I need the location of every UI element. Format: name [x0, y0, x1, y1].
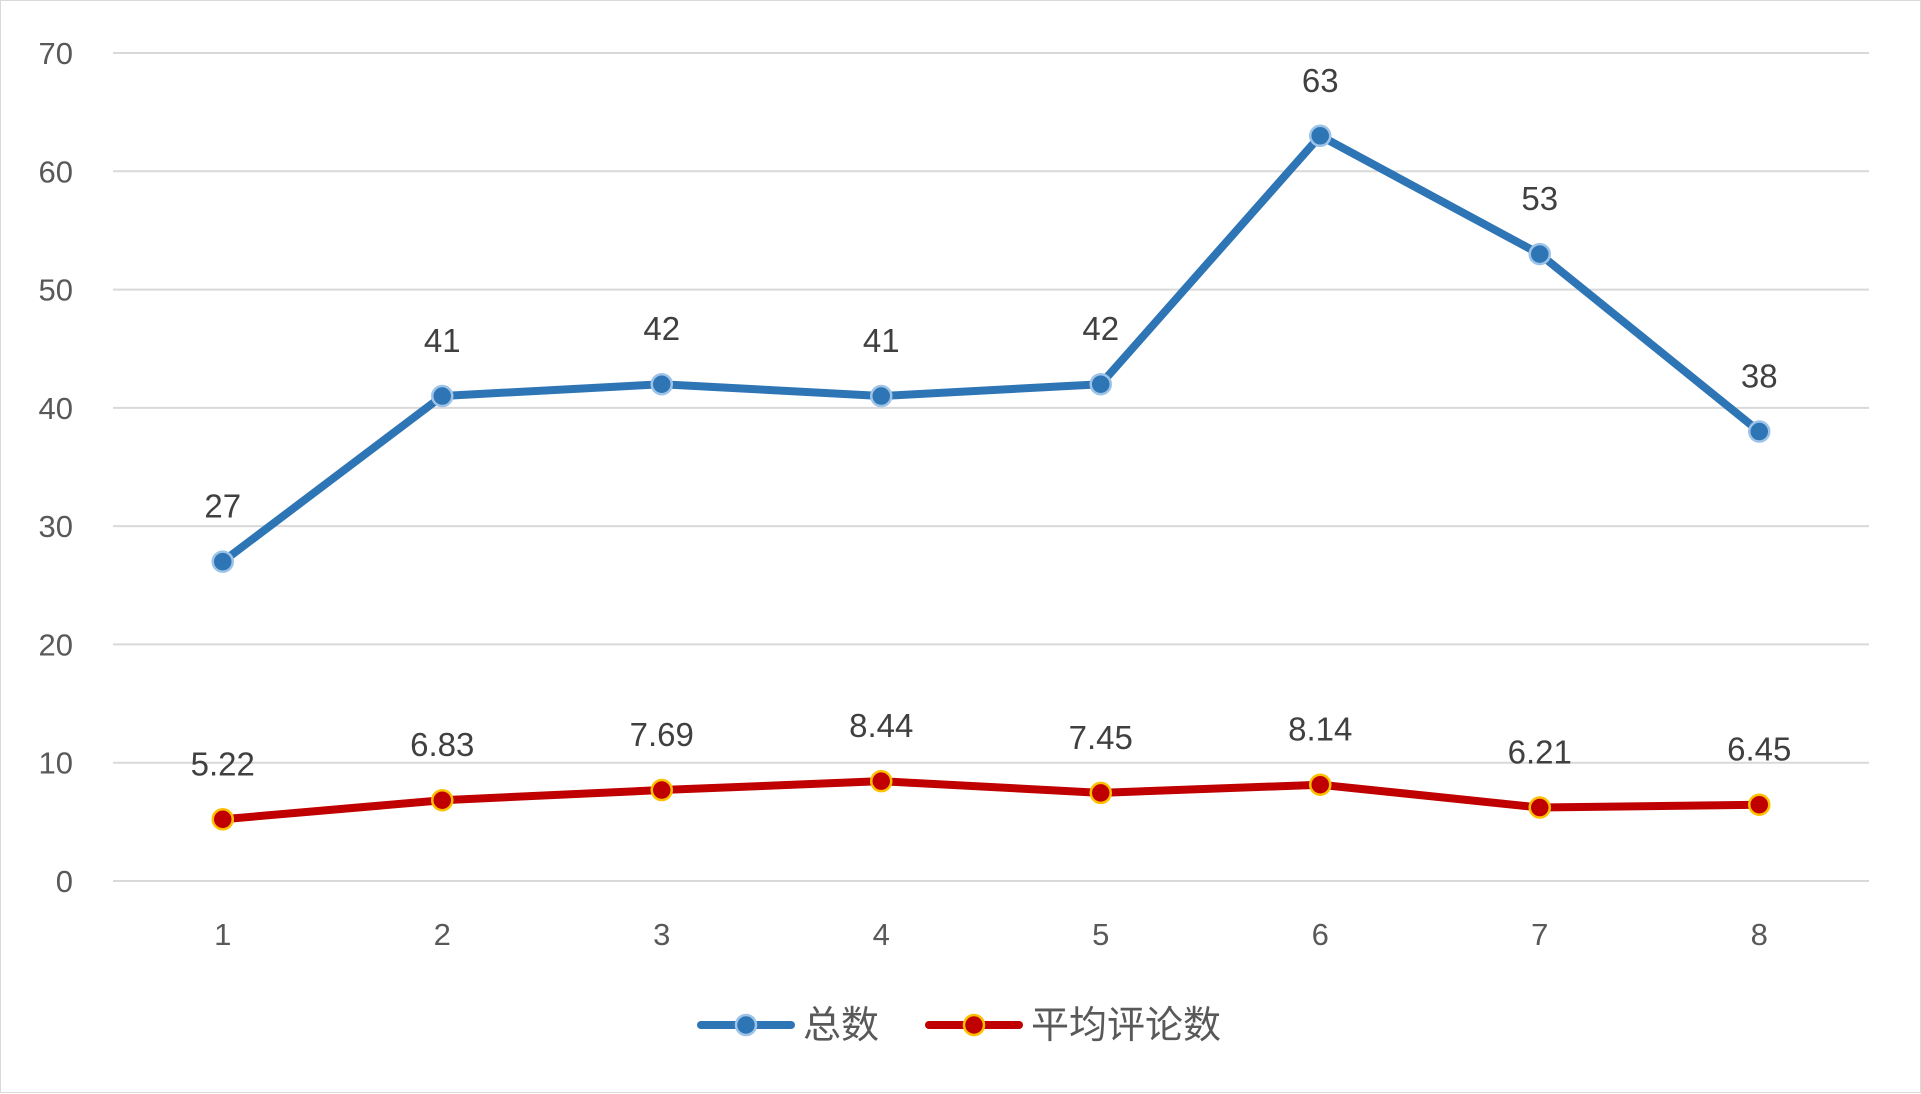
- data-point-1: [1528, 242, 1551, 266]
- legend-item-total: 总数: [697, 1003, 879, 1047]
- series-line-2: [218, 777, 1764, 824]
- x-tick-label: 6: [1312, 917, 1329, 952]
- data-point-2: [650, 778, 673, 802]
- legend-label-avg: 平均评论数: [1031, 1003, 1221, 1047]
- data-label-2: 7.45: [1069, 719, 1133, 756]
- data-label-2: 6.83: [410, 726, 474, 763]
- data-point-2: [1089, 781, 1112, 805]
- data-label-1: 38: [1741, 358, 1778, 395]
- y-tick-label: 0: [56, 864, 73, 899]
- data-label-2: 7.69: [630, 716, 694, 753]
- y-tick-label: 60: [39, 154, 73, 189]
- data-label-2: 6.21: [1508, 734, 1572, 771]
- legend-marker-avg: [962, 1013, 986, 1037]
- x-axis-ticks: 1 2 3 4 5 6 7 8: [214, 917, 1768, 952]
- y-tick-label: 40: [39, 391, 73, 426]
- data-point-1: [870, 384, 893, 408]
- data-label-2: 6.45: [1727, 731, 1791, 768]
- data-point-1: [650, 372, 673, 396]
- data-labels: 27 41 42 41 42 63 53 38 5.22 6.83 7.69 8.44 7.45 8.14…: [191, 62, 1792, 782]
- data-point-2: [1528, 796, 1551, 819]
- x-tick-label: 8: [1751, 917, 1768, 952]
- legend-item-avg: 平均评论数: [925, 1003, 1221, 1047]
- data-point-1: [1748, 420, 1771, 443]
- data-point-2: [211, 808, 234, 831]
- y-axis-ticks: 0 10 20 30 40 50 60 70: [39, 36, 73, 899]
- data-point-2: [1748, 793, 1771, 816]
- data-label-2: 8.14: [1288, 711, 1352, 748]
- data-point-1: [431, 384, 454, 408]
- data-label-2: 8.44: [849, 707, 913, 744]
- data-point-2: [1309, 773, 1332, 796]
- y-tick-label: 10: [39, 746, 73, 781]
- data-point-1: [1309, 124, 1332, 148]
- data-point-2: [870, 769, 893, 793]
- x-tick-label: 2: [434, 917, 451, 952]
- data-label-1: 27: [204, 488, 241, 525]
- data-point-1: [1089, 372, 1112, 396]
- data-label-1: 63: [1302, 62, 1339, 99]
- data-label-1: 42: [643, 310, 680, 347]
- legend: 总数 平均评论数: [697, 1003, 1221, 1047]
- y-tick-label: 20: [39, 627, 73, 662]
- series-layer: [211, 124, 1771, 831]
- legend-marker-total: [734, 1013, 758, 1037]
- data-label-1: 53: [1521, 180, 1558, 217]
- data-point-2: [431, 788, 454, 812]
- legend-label-total: 总数: [803, 1003, 879, 1047]
- data-label-1: 41: [863, 322, 900, 359]
- y-tick-label: 50: [39, 273, 73, 308]
- x-tick-label: 1: [214, 917, 231, 952]
- data-label-1: 41: [424, 322, 461, 359]
- gridlines: [113, 52, 1869, 882]
- series-line-1: [218, 131, 1764, 566]
- x-tick-label: 7: [1531, 917, 1548, 952]
- data-label-1: 42: [1082, 310, 1119, 347]
- y-tick-label: 30: [39, 509, 73, 544]
- y-tick-label: 70: [39, 36, 73, 71]
- x-tick-label: 3: [653, 917, 670, 952]
- data-label-2: 5.22: [191, 745, 255, 782]
- data-point-1: [211, 550, 234, 573]
- x-tick-label: 4: [873, 917, 890, 952]
- x-tick-label: 5: [1092, 917, 1109, 952]
